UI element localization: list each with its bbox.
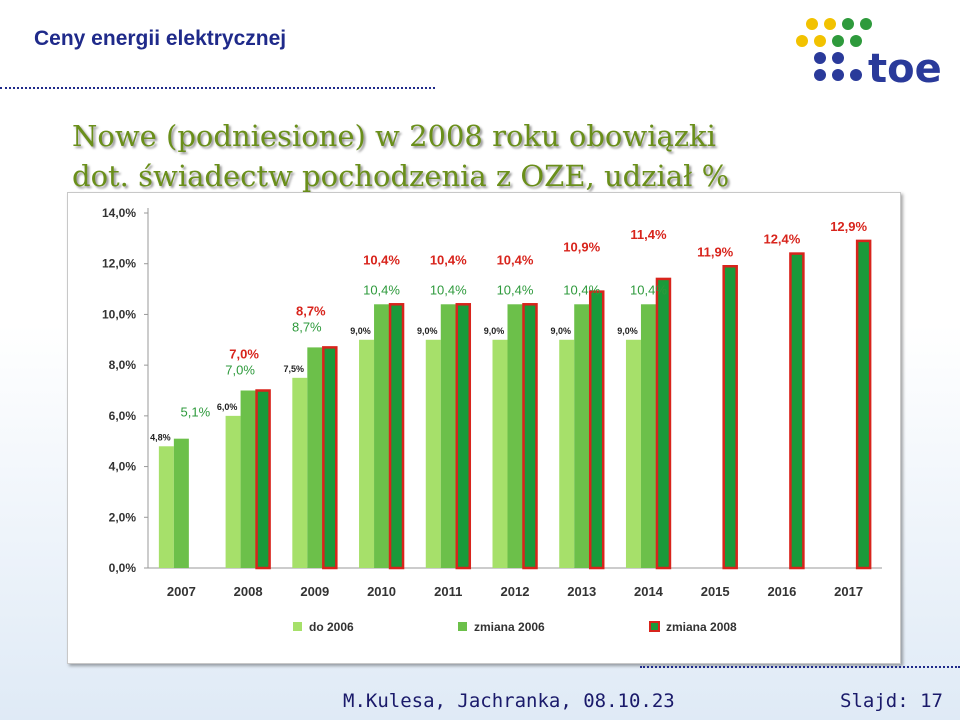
x-tick-label: 2007 <box>167 584 196 599</box>
data-label-zmiana-2006: 10,4% <box>497 282 534 297</box>
x-tick-label: 2008 <box>234 584 263 599</box>
data-label-do-2006: 9,0% <box>350 326 371 336</box>
bar-zmiana-2006-2007 <box>173 438 189 568</box>
slide-number: Slajd: 17 <box>840 690 943 712</box>
data-label-zmiana-2006: 7,0% <box>225 363 255 378</box>
y-tick-label: 2,0% <box>109 510 137 524</box>
legend-swatch <box>458 622 467 631</box>
x-tick-label: 2017 <box>834 584 863 599</box>
data-label-zmiana-2008: 11,4% <box>630 227 667 242</box>
data-label-zmiana-2006: 5,1% <box>181 405 211 420</box>
bar-zmiana-2008-2008 <box>255 389 271 570</box>
bar-chart: 0,0% 2,0% 4,0% 6,0% 8,0% 10,0% 12,0% 14,0% 2007 2… <box>102 206 882 634</box>
bar-zmiana-2008-2010 <box>388 303 405 570</box>
bar-zmiana-2008-2011 <box>455 303 472 570</box>
data-label-zmiana-2008: 10,9% <box>563 240 600 255</box>
data-label-zmiana-2008: 10,4% <box>363 252 400 267</box>
data-label-zmiana-2006: 8,7% <box>292 319 322 334</box>
legend-swatch <box>293 622 302 631</box>
footer-author: M.Kulesa, Jachranka, 08.10.23 <box>343 690 675 712</box>
data-label-do-2006: 9,0% <box>484 326 505 336</box>
bar-zmiana-2008-2015 <box>722 265 738 570</box>
y-tick-label: 6,0% <box>109 409 137 423</box>
bar-do-2006-2012 <box>492 339 508 568</box>
legend-label: zmiana 2006 <box>474 620 545 634</box>
data-label-zmiana-2008: 7,0% <box>229 347 259 362</box>
bar-zmiana-2008-2009 <box>322 346 338 570</box>
data-label-zmiana-2008: 12,9% <box>830 219 867 234</box>
bar-zmiana-2006-2008 <box>240 390 256 568</box>
bar-zmiana-2006-2010 <box>374 304 390 568</box>
x-tick-label: 2014 <box>634 584 664 599</box>
x-tick-label: 2009 <box>300 584 329 599</box>
bar-zmiana-2008-2016 <box>789 252 805 570</box>
data-label-do-2006: 9,0% <box>550 326 571 336</box>
toe-logo: toe <box>796 18 942 88</box>
x-tick-label: 2010 <box>367 584 396 599</box>
bar-do-2006-2008 <box>225 415 241 568</box>
y-tick-label: 4,0% <box>109 460 137 474</box>
data-label-do-2006: 7,5% <box>284 364 305 374</box>
x-tick-label: 2011 <box>434 584 462 599</box>
data-label-zmiana-2006: 10,4% <box>430 282 467 297</box>
bar-zmiana-2006-2012 <box>507 304 523 568</box>
bar-do-2006-2014 <box>625 339 641 568</box>
data-label-do-2006: 4,8% <box>150 432 171 442</box>
data-label-zmiana-2008: 12,4% <box>763 232 800 247</box>
x-tick-label: 2016 <box>767 584 796 599</box>
data-label-do-2006: 9,0% <box>617 326 638 336</box>
legend-label: zmiana 2008 <box>666 620 737 634</box>
y-tick-label: 14,0% <box>102 206 136 220</box>
bar-do-2006-2007 <box>158 446 174 568</box>
bar-zmiana-2008-2012 <box>522 303 538 570</box>
logo-dots <box>796 18 872 81</box>
chart-panel: 0,0% 2,0% 4,0% 6,0% 8,0% 10,0% 12,0% 14,0% 2007 2… <box>67 192 901 664</box>
bar-do-2006-2013 <box>559 339 575 568</box>
bar-zmiana-2006-2013 <box>574 304 590 568</box>
title-divider <box>0 87 435 89</box>
data-label-zmiana-2006: 10,4% <box>363 282 400 297</box>
bar-zmiana-2008-2017 <box>855 239 872 570</box>
data-label-zmiana-2008: 11,9% <box>697 244 734 259</box>
data-label-zmiana-2008: 10,4% <box>497 252 534 267</box>
headline: Nowe (podniesione) w 2008 roku obowiązki… <box>72 116 932 196</box>
bar-zmiana-2008-2014 <box>655 277 672 570</box>
bar-do-2006-2011 <box>425 339 441 568</box>
bar-do-2006-2009 <box>292 377 308 568</box>
data-label-zmiana-2008: 8,7% <box>296 303 326 318</box>
bar-zmiana-2006-2009 <box>307 347 323 568</box>
legend-swatch <box>649 621 660 632</box>
data-label-do-2006: 9,0% <box>417 326 438 336</box>
bar-zmiana-2006-2014 <box>640 304 656 568</box>
bar-zmiana-2008-2013 <box>588 290 605 570</box>
y-tick-label: 12,0% <box>102 257 136 271</box>
x-tick-label: 2015 <box>701 584 730 599</box>
y-tick-label: 10,0% <box>102 307 136 321</box>
bar-do-2006-2010 <box>359 339 375 568</box>
footer-divider <box>640 666 960 668</box>
data-label-do-2006: 6,0% <box>217 402 238 412</box>
headline-line-1: Nowe (podniesione) w 2008 roku obowiązki <box>72 119 716 153</box>
slide-title: Ceny energii elektrycznej <box>34 27 287 50</box>
logo-text: toe <box>868 46 942 88</box>
y-tick-label: 8,0% <box>109 358 137 372</box>
data-label-zmiana-2008: 10,4% <box>430 252 467 267</box>
legend-label: do 2006 <box>309 620 354 634</box>
x-tick-label: 2012 <box>501 584 530 599</box>
bar-zmiana-2006-2011 <box>440 304 456 568</box>
x-tick-label: 2013 <box>567 584 596 599</box>
data-label-zmiana-2006: 10,4% <box>630 282 667 297</box>
data-label-zmiana-2006: 10,4% <box>563 282 600 297</box>
y-tick-label: 0,0% <box>109 561 137 575</box>
headline-line-2: dot. świadectw pochodzenia z OZE, udział… <box>72 159 730 193</box>
